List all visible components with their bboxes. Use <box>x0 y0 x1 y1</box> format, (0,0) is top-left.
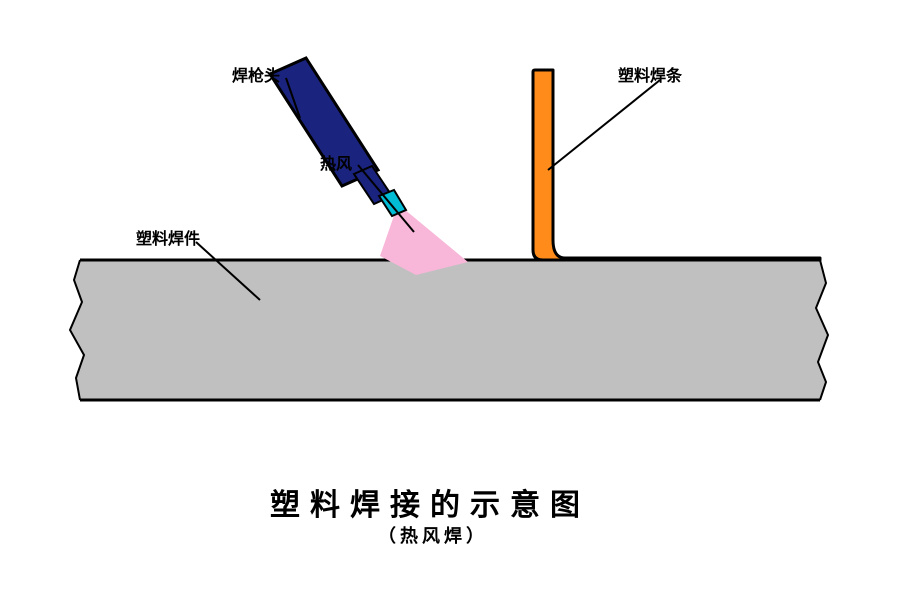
label-torch: 焊枪头 <box>232 62 280 86</box>
welding-rod <box>533 70 820 260</box>
diagram-subtitle: （热风焊） <box>378 522 488 548</box>
label-hotair: 热风 <box>320 150 352 174</box>
workpiece-shape <box>70 260 828 400</box>
leader-hotair <box>358 165 414 232</box>
diagram-title: 塑料焊接的示意图 <box>270 480 590 524</box>
diagram-canvas: 焊枪头 热风 塑料焊条 塑料焊件 塑料焊接的示意图 （热风焊） <box>0 0 900 597</box>
leader-rod <box>548 80 660 170</box>
label-workpiece: 塑料焊件 <box>136 225 200 249</box>
label-rod: 塑料焊条 <box>618 62 682 86</box>
